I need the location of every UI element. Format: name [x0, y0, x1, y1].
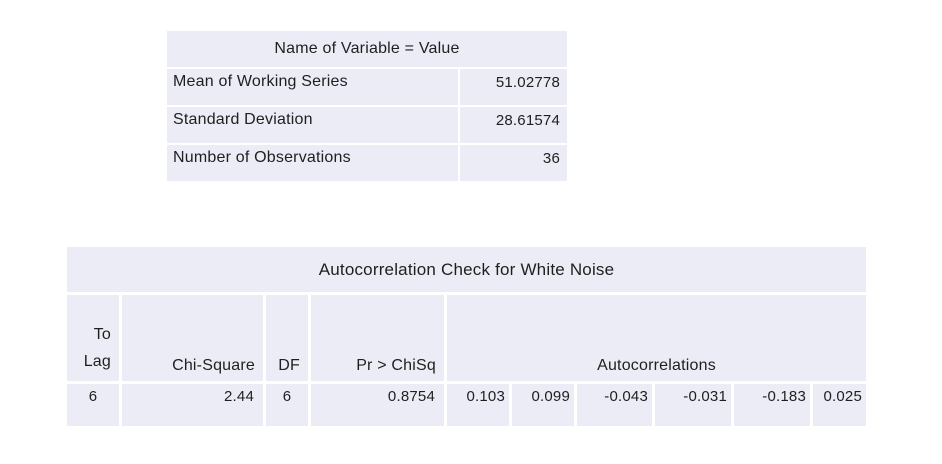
summary-row-label-stddev: Standard Deviation [167, 107, 458, 143]
summary-row-label-mean: Mean of Working Series [167, 69, 458, 105]
data-cell-autocorr-4: -0.031 [655, 384, 731, 426]
data-cell-autocorr-2: 0.099 [512, 384, 574, 426]
data-cell-autocorr-3: -0.043 [577, 384, 652, 426]
summary-row-value-nobs: 36 [460, 145, 567, 181]
column-header-chi-square: Chi-Square [122, 295, 263, 381]
column-header-to-lag-line1: To [93, 325, 111, 343]
column-header-pr-chisq: Pr > ChiSq [311, 295, 444, 381]
data-cell-autocorr-1: 0.103 [447, 384, 509, 426]
column-header-autocorrelations: Autocorrelations [447, 295, 866, 381]
data-cell-autocorr-6: 0.025 [813, 384, 866, 426]
column-header-df: DF [266, 295, 308, 381]
white-noise-check-table: Autocorrelation Check for White Noise To… [67, 247, 866, 426]
column-header-to-lag-line2: Lag [83, 352, 111, 370]
data-cell-autocorr-5: -0.183 [734, 384, 810, 426]
summary-row-label-nobs: Number of Observations [167, 145, 458, 181]
summary-statistics-table: Name of Variable = Value Mean of Working… [167, 31, 568, 181]
summary-table-title: Name of Variable = Value [167, 31, 567, 67]
summary-row-value-stddev: 28.61574 [460, 107, 567, 143]
data-cell-to-lag: 6 [67, 384, 119, 426]
column-header-to-lag: To Lag [67, 295, 119, 381]
white-noise-table-title: Autocorrelation Check for White Noise [67, 247, 866, 292]
data-cell-df: 6 [266, 384, 308, 426]
summary-row-value-mean: 51.02778 [460, 69, 567, 105]
data-cell-chi-square: 2.44 [122, 384, 263, 426]
data-cell-pr-chisq: 0.8754 [311, 384, 444, 426]
